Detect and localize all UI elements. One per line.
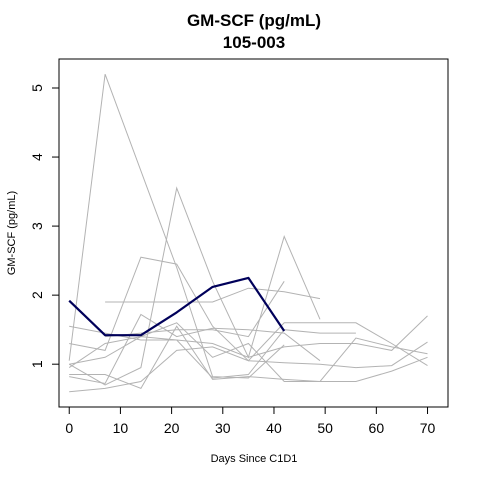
x-axis-label: Days Since C1D1 <box>211 453 298 465</box>
x-tick-label-0: 0 <box>65 420 73 436</box>
x-tick-label-30: 30 <box>215 420 231 436</box>
x-tick-label-40: 40 <box>266 420 282 436</box>
x-tick-label-70: 70 <box>420 420 436 436</box>
x-tick-label-10: 10 <box>113 420 129 436</box>
x-axis: 0 10 20 30 40 50 60 70 <box>65 407 435 436</box>
background-series-line-7 <box>69 323 427 382</box>
y-tick-label-3: 3 <box>29 222 45 230</box>
y-tick-label-4: 4 <box>29 153 45 161</box>
x-tick-label-50: 50 <box>317 420 333 436</box>
y-axis: 1 2 3 4 5 <box>29 84 59 368</box>
y-tick-label-1: 1 <box>29 360 45 368</box>
background-series-line-2 <box>69 188 320 385</box>
y-axis-label: GM-SCF (pg/mL) <box>6 191 18 275</box>
y-tick-label-5: 5 <box>29 84 45 92</box>
chart-title: GM-SCF (pg/mL) <box>187 11 321 30</box>
x-tick-label-20: 20 <box>164 420 180 436</box>
y-tick-label-2: 2 <box>29 291 45 299</box>
chart-subtitle: 105-003 <box>223 33 285 52</box>
x-tick-label-60: 60 <box>369 420 385 436</box>
background-series-line-9 <box>105 288 320 302</box>
series-layer <box>69 74 427 392</box>
